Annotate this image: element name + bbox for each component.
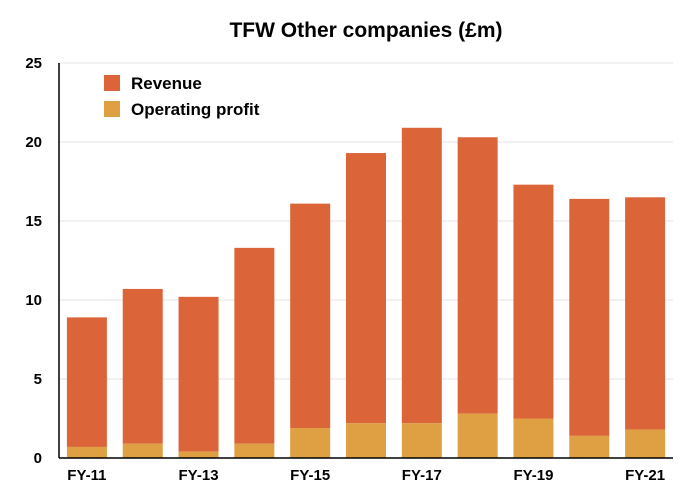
- operating-profit-bar: [66, 446, 107, 458]
- operating-profit-bar: [122, 443, 163, 458]
- y-tick-label: 0: [34, 450, 42, 467]
- x-tick-label: FY-15: [290, 467, 330, 484]
- legend: Revenue Operating profit: [104, 74, 260, 119]
- x-tick-label: FY-21: [625, 467, 665, 484]
- revenue-bar: [346, 153, 386, 424]
- legend-label: Revenue: [131, 74, 202, 93]
- y-tick-label: 25: [25, 55, 42, 72]
- y-tick-label: 5: [34, 371, 42, 388]
- operating-profit-bar: [290, 427, 331, 458]
- y-tick-label: 10: [25, 292, 42, 309]
- operating-profit-bar: [178, 451, 219, 458]
- x-tick-label: FY-13: [179, 467, 219, 484]
- x-tick-label: FY-17: [402, 467, 442, 484]
- revenue-bar: [401, 127, 442, 424]
- legend-label: Operating profit: [131, 100, 260, 119]
- revenue-bar: [625, 197, 666, 430]
- revenue-bar: [66, 317, 107, 447]
- y-axis-ticks: 0 5 10 15 20 25: [25, 55, 42, 467]
- chart-title: TFW Other companies (£m): [229, 19, 502, 42]
- y-tick-label: 15: [25, 213, 42, 230]
- axes: [58, 63, 673, 459]
- revenue-bar: [290, 203, 331, 428]
- operating-profit-bar: [401, 423, 442, 458]
- legend-swatch: [104, 101, 120, 117]
- revenue-bar: [513, 184, 554, 419]
- legend-swatch: [104, 75, 120, 91]
- operating-profit-bar: [625, 429, 666, 458]
- operating-profit-bar: [569, 435, 610, 458]
- x-tick-label: FY-19: [513, 467, 553, 484]
- operating-profit-bar: [234, 443, 275, 458]
- x-tick-label: FY-11: [67, 467, 106, 484]
- operating-profit-bar: [513, 418, 554, 458]
- revenue-bar: [234, 247, 275, 444]
- revenue-bar: [122, 288, 163, 444]
- operating-profit-bar: [346, 423, 386, 458]
- bars: [66, 127, 666, 458]
- revenue-bar: [569, 198, 610, 436]
- operating-profit-bar: [457, 413, 498, 458]
- y-tick-label: 20: [25, 134, 42, 151]
- revenue-bar: [457, 137, 498, 414]
- x-axis-ticks: FY-11 FY-13 FY-15 FY-17 FY-19 FY-21: [67, 467, 665, 484]
- revenue-bar: [178, 296, 219, 452]
